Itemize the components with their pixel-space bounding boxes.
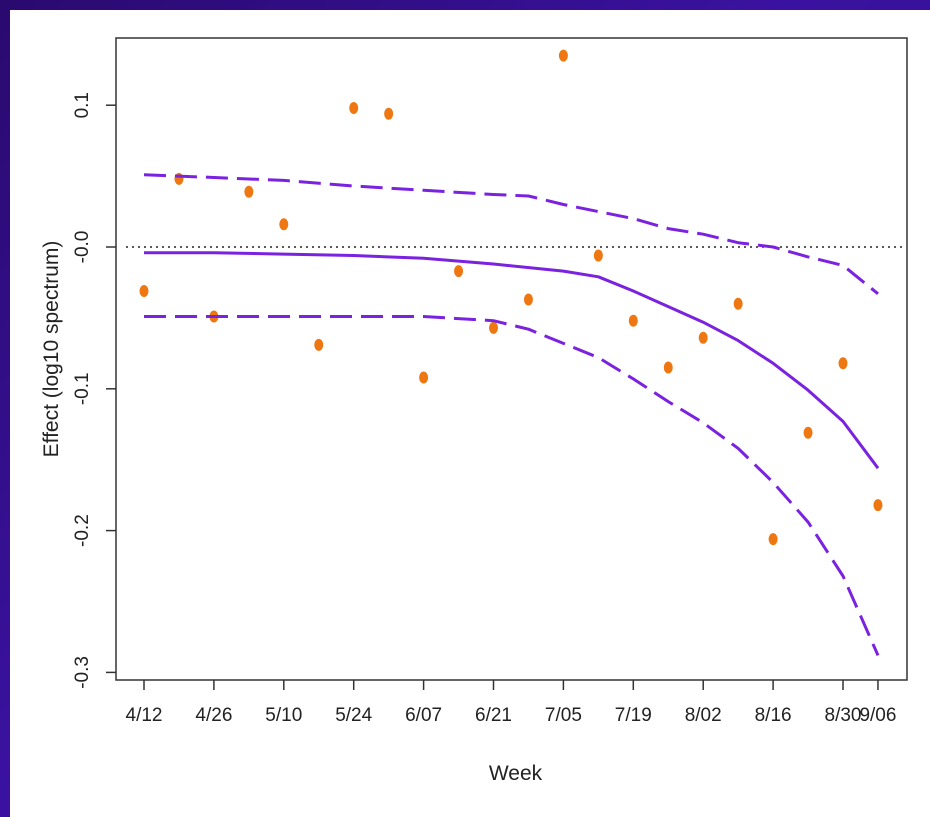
x-tick-label: 7/19 — [615, 705, 652, 726]
data-point — [454, 265, 464, 278]
x-tick-label: 5/24 — [335, 705, 372, 726]
x-tick-label: 7/05 — [545, 705, 582, 726]
x-tick-label: 6/07 — [405, 705, 442, 726]
plot-panel: 4/12 4/26 5/10 5/24 6/07 6/21 7/05 7/19 8/02 8/16… — [10, 10, 930, 817]
data-point — [698, 331, 708, 344]
data-point — [873, 499, 883, 512]
data-point — [384, 107, 394, 120]
x-axis-title: Week — [489, 762, 543, 785]
confidence-band-line — [144, 315, 880, 657]
data-point — [593, 249, 603, 262]
y-tick-label: -0.3 — [72, 656, 93, 689]
confidence-band-line — [143, 173, 879, 295]
x-tick-label: 5/10 — [265, 705, 302, 726]
data-point — [139, 284, 149, 297]
effect-chart: 4/12 4/26 5/10 5/24 6/07 6/21 7/05 7/19 8/02 8/16… — [40, 37, 908, 785]
data-point — [663, 361, 673, 374]
data-point — [349, 102, 359, 115]
x-tick-label: 4/12 — [126, 705, 163, 726]
y-tick-label: -0.2 — [72, 514, 93, 547]
x-tick-label: 8/02 — [685, 705, 722, 726]
data-point — [279, 218, 289, 231]
data-point — [838, 357, 848, 370]
data-point — [733, 297, 743, 310]
y-tick-label: 0.1 — [72, 92, 93, 118]
y-tick-label: -0.0 — [72, 231, 93, 264]
data-point — [419, 371, 429, 384]
x-tick-label: 8/30 — [825, 705, 862, 726]
x-tick-label: 8/16 — [755, 705, 792, 726]
data-point — [314, 338, 324, 351]
y-axis-title: Effect (log10 spectrum) — [40, 241, 63, 458]
data-point — [628, 314, 638, 327]
data-point — [244, 185, 254, 198]
data-point — [489, 321, 498, 334]
data-point — [768, 533, 778, 546]
x-tick-label: 9/06 — [859, 705, 896, 726]
fitted-effect-line — [144, 251, 880, 470]
data-point — [803, 426, 813, 439]
x-tick-label: 4/26 — [195, 705, 232, 726]
plot-frame — [115, 37, 908, 681]
y-tick-label: -0.1 — [72, 372, 93, 405]
data-point — [558, 49, 568, 62]
x-tick-label: 6/21 — [475, 705, 512, 726]
data-point — [523, 293, 533, 306]
